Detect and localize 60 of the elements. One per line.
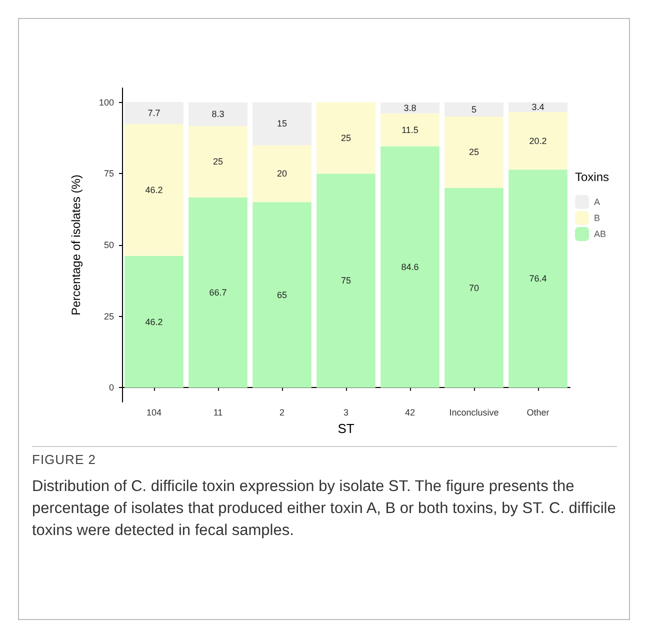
data-label: 20.2: [529, 136, 547, 146]
y-tick-label: 50: [104, 240, 114, 250]
data-label: 76.4: [529, 274, 547, 284]
text: Distribution of C. difficile toxin expression by isolate ST. The figure presents the percentage of isolates that produced either toxin A, B or both toxins, by ST. C. difficile toxins were detected in fecal samples.: [32, 477, 617, 541]
caption: FIGURE 2: [32, 452, 96, 467]
bar: [252, 145, 312, 202]
data-label: 25: [340, 132, 352, 143]
data-label: 66.7: [209, 288, 227, 298]
bar: [124, 256, 184, 388]
bar: [508, 170, 568, 388]
data-label: 70: [468, 282, 480, 293]
bar: [316, 102, 376, 174]
x-axis-title: ST: [338, 421, 354, 436]
bar: [252, 202, 312, 388]
x-tick-label: 11: [213, 408, 223, 418]
bar: [444, 188, 504, 388]
data-label: 3.8: [404, 102, 416, 113]
data-label: 3.4: [532, 102, 544, 112]
data-label: 11.5: [402, 124, 418, 135]
x-tick-label: 42: [404, 408, 416, 418]
data-label: 65: [276, 290, 288, 300]
data-label: 46.2: [145, 184, 163, 195]
data-label: 84.6: [401, 262, 419, 272]
bar: [188, 126, 248, 198]
x-tick-label: 104: [146, 408, 162, 418]
data-label: 25: [468, 147, 480, 158]
x-tick-label: 2: [279, 408, 285, 418]
bar: [252, 102, 312, 146]
bar: [188, 102, 248, 126]
legend-label: AB: [594, 229, 606, 239]
y-tick-label: 25: [104, 311, 114, 322]
data-label: 5: [471, 104, 477, 114]
data-label: 20: [276, 168, 288, 179]
bar: [380, 146, 440, 388]
x-tick-label: Other: [526, 408, 550, 418]
bar: [124, 124, 184, 256]
bar: [508, 102, 568, 112]
y-tick-label: 100: [98, 97, 114, 108]
legend-label: B: [594, 213, 600, 223]
bar: [316, 174, 376, 388]
bar: [444, 102, 504, 117]
data-label: 75: [340, 276, 352, 286]
y-tick-label: 75: [104, 168, 114, 179]
data-label: 15: [276, 118, 288, 129]
x-tick-label: 3: [343, 408, 349, 418]
x-tick-label: Inconclusive: [449, 408, 499, 418]
legend-title: Toxins: [575, 170, 610, 184]
bar: [380, 102, 440, 114]
y-tick-label: 0: [108, 382, 114, 393]
bar: [508, 112, 568, 170]
bar: [124, 102, 184, 124]
data-label: 46.2: [145, 316, 163, 327]
bar: [444, 116, 504, 188]
data-label: 25: [212, 156, 224, 167]
legend-label: A: [594, 197, 600, 207]
bar: [380, 113, 440, 146]
data-label: 7.7: [148, 108, 160, 118]
data-label: 8.3: [212, 109, 224, 120]
y-axis-title: Percentage of isolates (%): [69, 174, 83, 316]
bar: [188, 197, 248, 388]
